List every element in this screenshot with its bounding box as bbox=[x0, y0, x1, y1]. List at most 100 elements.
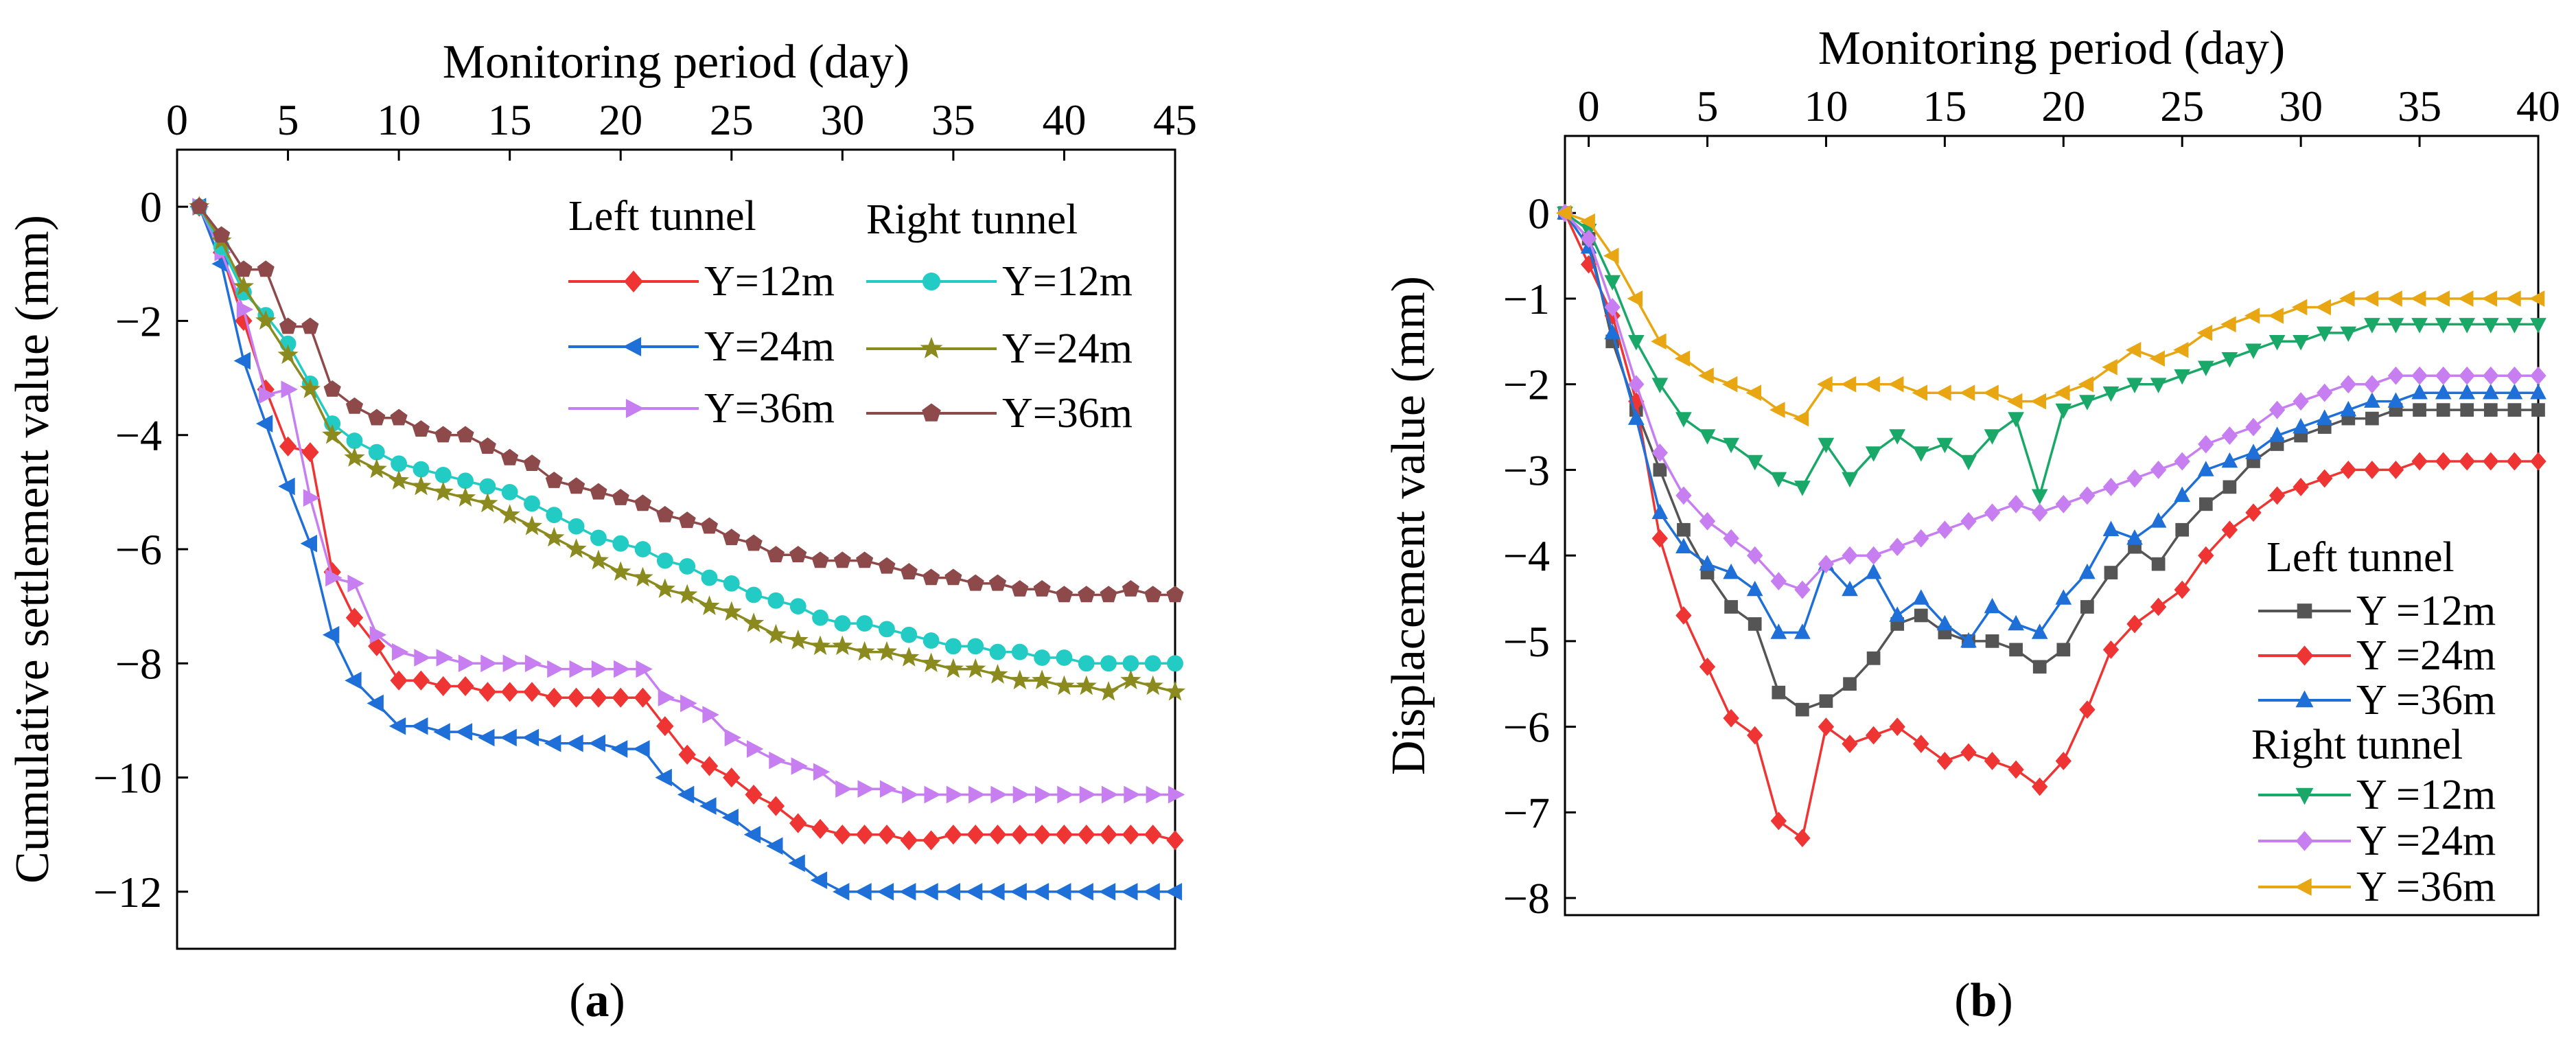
data-point bbox=[2055, 403, 2072, 419]
data-point bbox=[1102, 785, 1119, 804]
data-point bbox=[500, 728, 517, 747]
data-point bbox=[2411, 366, 2428, 385]
data-point bbox=[723, 768, 741, 788]
legend-label: Y =12m bbox=[2356, 772, 2496, 818]
data-point bbox=[765, 623, 787, 644]
data-point bbox=[568, 518, 585, 535]
data-point bbox=[1770, 811, 1787, 831]
legend-label: Y =12m bbox=[2356, 588, 2496, 634]
data-point bbox=[323, 380, 341, 397]
data-point bbox=[922, 830, 940, 851]
data-point bbox=[743, 612, 765, 632]
data-point bbox=[1770, 572, 1787, 590]
data-point bbox=[391, 455, 408, 472]
data-point bbox=[943, 883, 960, 901]
y-tick-label: −6 bbox=[1503, 703, 1550, 752]
legend-marker bbox=[922, 403, 941, 422]
data-point bbox=[501, 448, 519, 465]
data-point bbox=[1146, 785, 1163, 804]
data-point bbox=[1842, 735, 1858, 753]
data-point bbox=[369, 625, 387, 644]
data-point bbox=[658, 689, 675, 707]
data-point bbox=[523, 682, 541, 702]
data-point bbox=[632, 566, 653, 587]
data-point bbox=[2151, 557, 2166, 571]
x-tick-label: 30 bbox=[2279, 82, 2323, 130]
data-point bbox=[456, 676, 474, 697]
data-point bbox=[456, 426, 474, 443]
series-3 bbox=[1557, 207, 2546, 505]
data-point bbox=[1580, 229, 1597, 249]
x-tick-label: 25 bbox=[2160, 82, 2204, 130]
data-point bbox=[1651, 333, 1667, 350]
data-point bbox=[1034, 649, 1051, 666]
data-point bbox=[921, 883, 938, 901]
data-point bbox=[1651, 443, 1668, 462]
series-4 bbox=[1557, 203, 2546, 599]
data-point bbox=[2411, 318, 2428, 334]
data-point bbox=[2032, 777, 2048, 796]
data-point bbox=[2197, 360, 2214, 376]
data-point bbox=[2483, 403, 2498, 417]
data-point bbox=[678, 744, 696, 765]
legend-group-title: Right tunnel bbox=[866, 196, 1078, 243]
data-point bbox=[388, 470, 410, 490]
data-point bbox=[1959, 384, 1975, 402]
data-point bbox=[2104, 566, 2118, 579]
data-point bbox=[1056, 649, 1073, 666]
data-point bbox=[478, 437, 496, 454]
data-point bbox=[813, 763, 831, 781]
data-point bbox=[924, 785, 941, 804]
data-point bbox=[392, 643, 409, 661]
data-point bbox=[2032, 503, 2048, 522]
data-point bbox=[255, 310, 277, 330]
data-point bbox=[2293, 335, 2309, 351]
data-point bbox=[345, 397, 364, 414]
data-point bbox=[1699, 657, 1716, 676]
data-point bbox=[281, 380, 298, 399]
data-point bbox=[257, 260, 275, 277]
legend-label: Y=36m bbox=[1002, 390, 1133, 437]
caption-a-letter: a bbox=[585, 974, 610, 1027]
data-point bbox=[1889, 538, 1905, 557]
data-point bbox=[1819, 694, 1833, 708]
legend-marker bbox=[623, 336, 642, 357]
data-point bbox=[700, 517, 718, 534]
data-point bbox=[1078, 825, 1095, 845]
data-point bbox=[568, 477, 585, 494]
y-tick-label: −3 bbox=[1503, 446, 1550, 494]
data-point bbox=[2032, 660, 2047, 674]
data-point bbox=[1120, 669, 1141, 690]
data-point bbox=[2197, 461, 2214, 476]
data-point bbox=[2317, 469, 2333, 488]
data-point bbox=[988, 574, 1007, 591]
data-point bbox=[522, 728, 539, 747]
data-point bbox=[2080, 600, 2094, 614]
data-point bbox=[2293, 392, 2309, 411]
data-point bbox=[1076, 675, 1097, 695]
data-point bbox=[368, 408, 386, 426]
x-tick-label: 40 bbox=[1042, 95, 1086, 144]
data-point bbox=[1100, 825, 1117, 845]
data-point bbox=[612, 687, 629, 708]
y-tick-label: −5 bbox=[1503, 617, 1550, 666]
data-point bbox=[2530, 452, 2546, 471]
data-point bbox=[2126, 378, 2143, 393]
data-point bbox=[900, 563, 918, 579]
data-point bbox=[1122, 825, 1140, 845]
data-point bbox=[721, 808, 739, 827]
data-point bbox=[1936, 752, 1953, 770]
data-point bbox=[1793, 410, 1809, 427]
x-tick-label: 35 bbox=[2398, 82, 2441, 130]
data-point bbox=[702, 706, 719, 724]
data-point bbox=[1865, 446, 1882, 462]
data-point bbox=[1033, 825, 1051, 845]
data-point bbox=[1165, 883, 1183, 901]
data-point bbox=[1098, 883, 1116, 901]
data-point bbox=[965, 883, 983, 901]
legend-label: Y=24m bbox=[704, 323, 835, 370]
data-point bbox=[944, 638, 962, 655]
legend-marker bbox=[624, 270, 643, 292]
x-tick-label: 15 bbox=[1923, 82, 1966, 130]
data-point bbox=[1033, 579, 1051, 597]
